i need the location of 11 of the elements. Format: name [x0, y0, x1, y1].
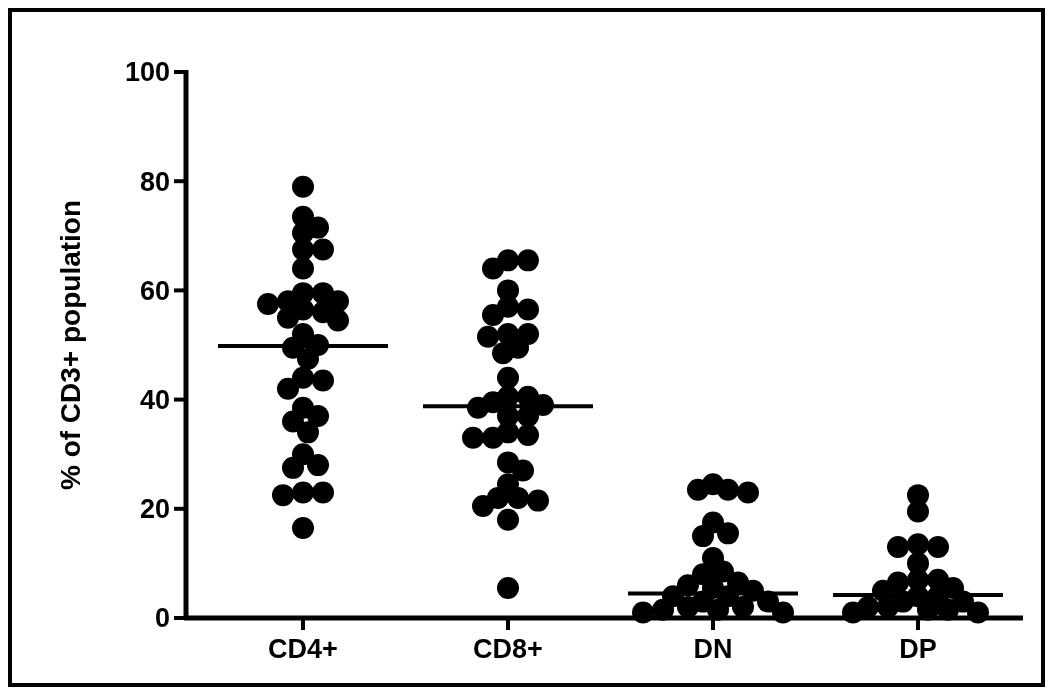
y-tick-label: 60	[139, 275, 170, 306]
x-tick-label: DP	[899, 634, 937, 664]
y-tick-label: 20	[139, 494, 170, 525]
y-tick-label: 100	[124, 57, 170, 88]
x-tick-label: DN	[693, 634, 733, 664]
y-tick-label: 40	[139, 385, 170, 416]
x-tick-label: CD8+	[473, 634, 543, 664]
y-axis-title: % of CD3+ population	[55, 199, 86, 491]
y-tick-label: 80	[139, 166, 170, 197]
y-tick-label: 0	[154, 603, 170, 634]
x-tick-label: CD4+	[268, 634, 338, 664]
